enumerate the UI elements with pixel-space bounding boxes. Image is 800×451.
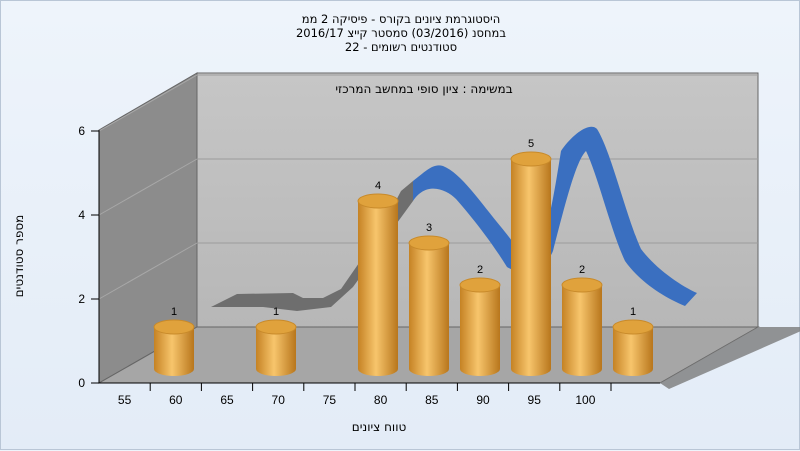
bar-body xyxy=(613,327,653,376)
x-tick-label: 55 xyxy=(118,393,132,407)
bar-value-label: 5 xyxy=(528,138,534,150)
bar-body xyxy=(154,327,194,376)
y-tick-label: 2 xyxy=(78,292,85,306)
y-gridline-side xyxy=(98,74,198,132)
bar-body xyxy=(409,243,449,376)
bar: 2 xyxy=(561,264,603,376)
bar-value-label: 1 xyxy=(171,306,177,318)
bar-top xyxy=(255,319,297,335)
bar-top xyxy=(408,235,450,251)
bar-body xyxy=(358,201,398,376)
x-tick-label: 100 xyxy=(575,393,595,407)
bar-body xyxy=(256,327,296,376)
bar-value-label: 1 xyxy=(273,306,279,318)
bar-top xyxy=(357,193,399,209)
bar-value-label: 3 xyxy=(426,222,432,234)
bar-value-label: 4 xyxy=(375,180,381,192)
bar: 1 xyxy=(153,306,195,376)
title-line-2: במחסנ (03/2016) סמסטר קייצ 2016/17 xyxy=(295,26,506,40)
x-axis-title: טווח ציונים xyxy=(352,420,407,434)
y-axis-title: מספר סטודנטים xyxy=(12,215,26,298)
bar: 5 xyxy=(510,138,552,376)
bar-body xyxy=(460,285,500,376)
chart-subtitle: במשימה : ציון סופי במחשב המרכזי xyxy=(335,82,512,96)
chart-title: היסטוגרמת ציונים בקורס - פיסיקה 2 ממ במח… xyxy=(201,12,601,54)
bar: 1 xyxy=(255,306,297,376)
y-tick-label: 0 xyxy=(78,376,85,390)
x-tick-label: 85 xyxy=(425,393,439,407)
bar: 3 xyxy=(408,222,450,376)
bar-value-label: 2 xyxy=(477,264,483,276)
x-tick-label: 70 xyxy=(272,393,286,407)
x-tick-label: 90 xyxy=(476,393,490,407)
x-tick-label: 65 xyxy=(220,393,234,407)
bar-top xyxy=(561,277,603,293)
title-line-1: היסטוגרמת ציונים בקורס - פיסיקה 2 ממ xyxy=(301,12,501,26)
x-tick-label: 80 xyxy=(374,393,388,407)
bar-value-label: 1 xyxy=(630,306,636,318)
bar-body xyxy=(511,159,551,376)
bar-top xyxy=(612,319,654,335)
x-tick-label: 95 xyxy=(528,393,542,407)
bar-top xyxy=(510,151,552,167)
y-gridline-side xyxy=(98,242,198,300)
bar-top xyxy=(459,277,501,293)
bar: 1 xyxy=(612,306,654,376)
distribution-curve xyxy=(413,126,697,306)
title-line-3: סטודנטים רשומים - 22 xyxy=(344,40,458,54)
y-tick-label: 4 xyxy=(78,208,85,222)
bar-value-label: 2 xyxy=(579,264,585,276)
bar: 4 xyxy=(357,180,399,376)
y-gridline-side xyxy=(98,158,198,216)
y-tick-label: 6 xyxy=(78,124,85,138)
bar-body xyxy=(562,285,602,376)
x-tick-label: 75 xyxy=(323,393,337,407)
bar: 2 xyxy=(459,264,501,376)
bar-top xyxy=(153,319,195,335)
floor-edge xyxy=(660,327,800,389)
x-tick-label: 60 xyxy=(169,393,183,407)
